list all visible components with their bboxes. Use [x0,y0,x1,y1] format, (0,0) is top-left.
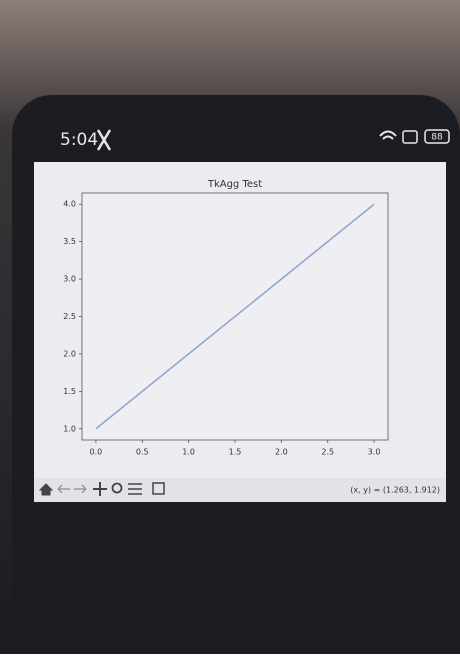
battery-level: 88 [431,133,443,143]
sim-icon [402,130,418,144]
y-tick-label: 4.0 [63,200,76,209]
x-icon [96,129,112,151]
battery-icon [424,129,450,144]
chart-title: TkAgg Test [207,179,262,190]
x-tick-label: 1.5 [229,448,242,457]
wifi-icon [379,130,397,140]
x-tick-label: 2.5 [321,448,334,457]
y-tick-label: 3.0 [63,275,76,284]
y-tick-label: 2.0 [63,349,76,358]
zoom-button[interactable] [111,482,123,494]
x-tick-label: 2.0 [275,448,288,457]
toolbar-icons [38,482,165,496]
forward-button[interactable] [74,484,87,494]
x-tick-label: 0.5 [136,448,149,457]
status-time: 5:04 [60,130,98,150]
x-tick-label: 1.0 [182,448,195,457]
back-button[interactable] [57,484,70,494]
home-button[interactable] [38,483,54,496]
coordinates: (x, y) = (1.263, 1.912) [350,486,440,495]
data-line [95,203,375,430]
y-tick-label: 2.5 [63,312,76,321]
x-tick-label: 3.0 [368,448,381,457]
x-tick-label: 0.0 [90,448,103,457]
y-tick-label: 3.5 [63,237,76,246]
configure-button[interactable] [128,483,142,495]
y-tick-label: 1.0 [63,424,76,433]
y-tick-label: 1.5 [63,387,76,396]
save-button[interactable] [152,482,165,495]
pan-button[interactable] [93,482,107,496]
